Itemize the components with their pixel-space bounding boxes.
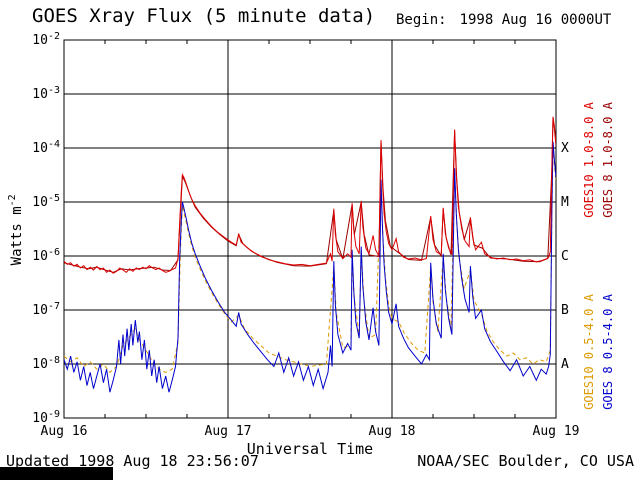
series-goes-8-0.5-4.0-a [64,141,556,393]
credit-text: NOAA/SEC Boulder, CO USA [417,452,634,470]
series-goes10-0.5-4.0-a [64,145,556,374]
flare-class-label: A [561,357,569,372]
y-axis-tick-label: 10-5 [32,193,60,210]
x-axis-tick-label: Aug 18 [369,424,416,439]
page-title: GOES Xray Flux (5 minute data) [32,5,376,27]
legend-goes10-short: GOES10 0.5-4.0 A [582,294,596,410]
y-axis-tick-label: 10-3 [32,85,60,102]
legend-goes8-long: GOES 8 1.0-8.0 A [601,102,615,218]
y-axis-tick-label: 10-7 [32,301,60,318]
begin-value: 1998 Aug 16 0000UT [459,12,612,28]
x-axis-tick-label: Aug 19 [533,424,580,439]
flare-class-label: X [561,141,569,156]
x-axis-title: Universal Time [246,440,374,458]
y-axis-title-text: Watts m [8,206,25,266]
flare-class-label: M [561,195,569,210]
y-axis-tick-label: 10-2 [32,31,60,48]
series-goes10-1.0-8.0-a [64,116,556,274]
y-axis-title-exponent: -2 [7,194,19,207]
x-axis-tick-label: Aug 17 [205,424,252,439]
legend-goes8-short: GOES 8 0.5-4.0 A [601,294,615,410]
y-axis-tick-label: 10-6 [32,247,60,264]
plot-border [63,39,557,419]
footer-black-bar [0,467,113,480]
y-axis-tick-label: 10-9 [32,409,60,426]
begin-time: Begin: 1998 Aug 16 0000UT [396,12,611,28]
updated-timestamp: Updated 1998 Aug 18 23:56:07 [6,452,259,470]
legend-goes10-long: GOES10 1.0-8.0 A [582,102,596,218]
flare-class-label: B [561,303,569,318]
series-goes-8-1.0-8.0-a [64,117,556,273]
x-axis-tick-label: Aug 16 [41,424,88,439]
y-axis-tick-label: 10-4 [32,139,60,156]
y-axis-title: Watts m-2 [7,165,25,295]
y-axis-tick-label: 10-8 [32,355,60,372]
flare-class-label: C [561,249,569,264]
begin-label: Begin: [396,12,447,28]
